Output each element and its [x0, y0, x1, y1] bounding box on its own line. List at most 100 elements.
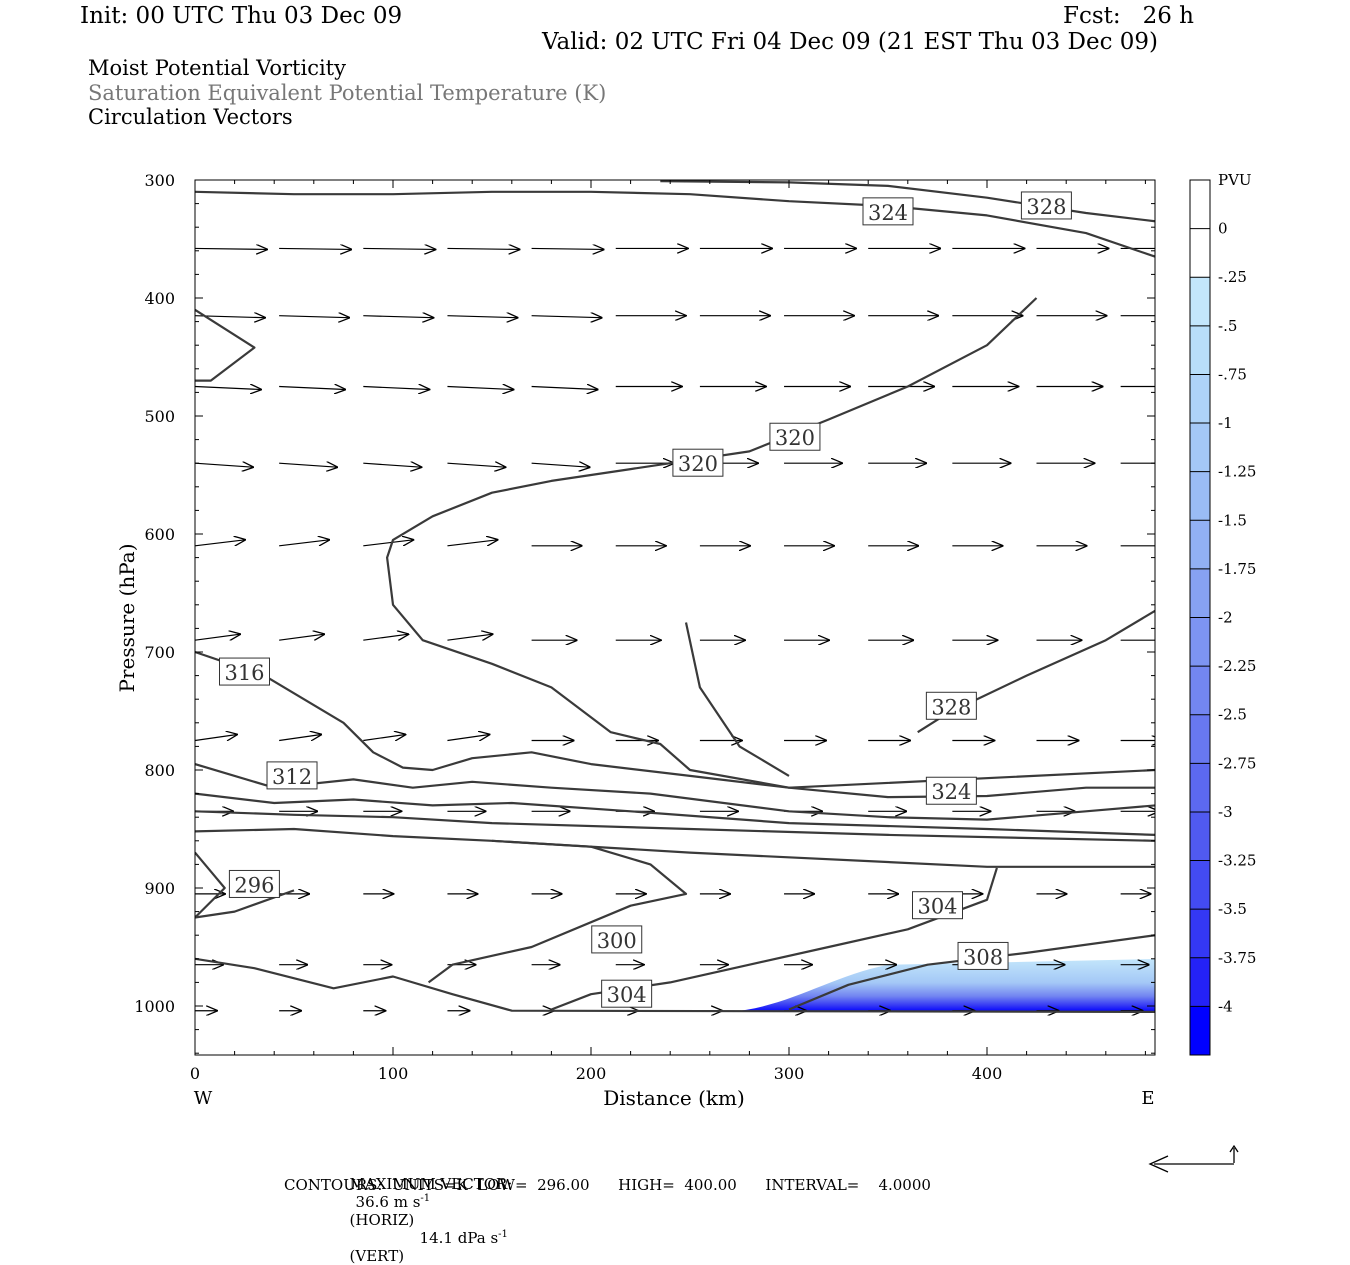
wind-vector — [195, 463, 253, 467]
valid-time: Valid: 02 UTC Fri 04 Dec 09 (21 EST Thu … — [542, 29, 1159, 55]
wind-vector — [363, 387, 429, 390]
contour-label: 328 — [931, 695, 971, 719]
colorbar-segment — [1190, 228, 1210, 278]
theta-es-contour — [684, 622, 790, 777]
axes: 300 400 500 600 700 800 900 1000 0 100 200 300 400 W E… — [115, 171, 1155, 1110]
field-title-vectors: Circulation Vectors — [88, 105, 293, 129]
cross-section-chart: 324 328320320316312328324296300304308304 … — [115, 171, 1256, 1173]
wind-vector — [363, 316, 433, 318]
colorbar-label: -1 — [1218, 414, 1233, 432]
max-vector-vert: 14.1 dPa s — [419, 1229, 499, 1247]
colorbar-segment — [1190, 860, 1210, 910]
contour-label: 316 — [224, 661, 264, 685]
wind-vector — [447, 248, 519, 249]
reference-vector-icon — [1148, 1144, 1239, 1173]
x-tick-label: 400 — [972, 1064, 1003, 1083]
colorbar-segment — [1190, 423, 1210, 473]
contour-label-box — [601, 979, 653, 1008]
wind-vector — [279, 248, 351, 249]
colorbar-segment — [1190, 568, 1210, 618]
contour-label-box — [769, 422, 821, 451]
contour-label: 324 — [868, 201, 908, 225]
colorbar-label: 0 — [1218, 220, 1228, 238]
east-label: E — [1141, 1088, 1154, 1109]
contour-label: 296 — [234, 873, 274, 897]
wind-vector — [531, 463, 590, 467]
y-tick-label: 700 — [144, 643, 175, 662]
colorbar-segment — [1190, 1006, 1210, 1056]
contour-label-box — [912, 891, 963, 920]
wind-vector — [447, 387, 513, 390]
horiz-exponent: -1 — [420, 1193, 431, 1204]
contour-label-box — [672, 448, 724, 477]
colorbar-segment — [1190, 763, 1210, 813]
contour-labels: 324 328 320 320 316 312 328 324 296 300 304 308 304 — [219, 191, 1072, 1008]
theta-es-contour — [195, 190, 1155, 258]
colorbar-segment — [1190, 520, 1210, 570]
colorbar-label: -1.25 — [1218, 463, 1256, 481]
x-tick-label: 100 — [378, 1064, 409, 1083]
y-tick-label: 300 — [144, 171, 175, 190]
pv-colorbar: PVU 0 -.25 -.5 -.75 -1 -1.25 -1.5 -1.75 -2 -2.25 -2… — [1189, 171, 1256, 1056]
y-tick-label: 400 — [144, 289, 175, 308]
contour-label-box — [228, 869, 280, 898]
colorbar-segment — [1190, 374, 1210, 424]
circulation-vectors — [195, 248, 1155, 1010]
colorbar-segment — [1190, 277, 1210, 327]
wind-vector — [447, 463, 505, 467]
wind-vector — [447, 316, 517, 318]
y-tick-label: 800 — [144, 761, 175, 780]
wind-vector — [279, 634, 324, 641]
x-tick-label: 300 — [774, 1064, 805, 1083]
contour-label-box — [219, 657, 270, 686]
max-vector-label: MAXIMUM VECTOR: — [349, 1175, 513, 1193]
contour-label-box — [862, 197, 914, 226]
theta-es-contour — [195, 827, 1155, 868]
x-tick-label: 0 — [190, 1064, 200, 1083]
theta-es-contour — [386, 297, 1155, 799]
colorbar-label: -2.75 — [1218, 754, 1256, 772]
contour-label: 304 — [917, 895, 957, 919]
theta-es-contours — [195, 180, 1155, 1013]
y-tick-label: 500 — [144, 407, 175, 426]
wind-vector — [195, 248, 267, 249]
theta-es-contour — [427, 839, 688, 984]
contour-label-box — [591, 925, 643, 954]
theta-es-contour — [195, 763, 1155, 821]
theta-es-contour — [195, 810, 1155, 842]
theta-es-contour — [788, 934, 1155, 1011]
contour-label: 328 — [1026, 195, 1066, 219]
forecast-hour: Fcst: 26 h — [1063, 3, 1194, 29]
contour-label: 320 — [775, 426, 815, 450]
colorbar-label: -.25 — [1218, 268, 1247, 286]
contour-label-box — [925, 691, 977, 720]
colorbar-segment — [1190, 909, 1210, 959]
colorbar-label: -3 — [1218, 803, 1233, 821]
vert-exponent: -1 — [498, 1229, 508, 1240]
init-time: Init: 00 UTC Thu 03 Dec 09 — [80, 3, 403, 29]
colorbar-label: -.75 — [1218, 365, 1247, 383]
wind-vector — [447, 540, 497, 547]
colorbar-segment — [1190, 325, 1210, 375]
theta-es-contour — [195, 957, 1155, 1013]
theta-es-contour — [195, 792, 1155, 836]
y-axis-title: Pressure (hPa) — [115, 544, 139, 693]
y-tick-label: 900 — [144, 879, 175, 898]
colorbar-segment — [1190, 471, 1210, 521]
wind-vector — [279, 735, 321, 742]
colorbar-label: -3.25 — [1218, 852, 1256, 870]
colorbar-label: -4 — [1218, 997, 1233, 1015]
colorbar-label: -2.5 — [1218, 706, 1247, 724]
pv-area — [729, 959, 1155, 1012]
colorbar-segment — [1190, 180, 1210, 229]
contour-label: 324 — [931, 780, 971, 804]
wind-vector — [363, 248, 435, 249]
colorbar-segment — [1190, 617, 1210, 667]
wind-vector — [195, 540, 245, 547]
wind-vector — [363, 463, 421, 467]
pv-shading — [729, 959, 1155, 1012]
wind-vector — [279, 463, 337, 467]
wind-vector — [531, 316, 602, 318]
theta-es-contour — [195, 650, 1155, 789]
wind-vector — [531, 248, 604, 249]
